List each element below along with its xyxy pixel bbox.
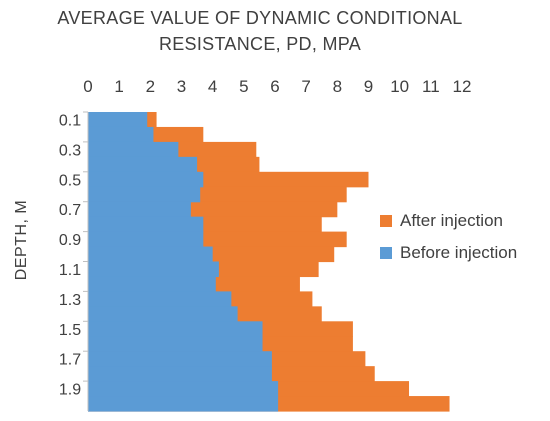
x-tick-label-1: 1 [114,77,123,96]
chart-title-line1: AVERAGE VALUE OF DYNAMIC CONDITIONAL [57,8,463,28]
x-tick-label-8: 8 [333,77,342,96]
bar-before-1 [88,246,213,263]
bar-before-1.2 [88,276,216,292]
bar-before-0.2 [88,126,154,143]
bar-before-1.3 [88,291,232,307]
x-tick-label-5: 5 [239,77,248,96]
bar-before-0.4 [88,156,198,173]
bar-before-0.3 [88,141,179,158]
y-tick-label-1.1: 1.1 [59,262,81,279]
bar-before-1.4 [88,306,238,322]
x-tick-label-2: 2 [146,77,155,96]
y-tick-label-0.9: 0.9 [59,232,81,249]
bar-before-0.6 [88,186,201,203]
x-tick-label-11: 11 [422,77,440,96]
y-tick-label-0.3: 0.3 [59,142,81,159]
x-tick-label-7: 7 [301,77,310,96]
bar-before-0.5 [88,171,204,188]
legend-swatch-after [380,215,392,227]
y-tick-label-1.9: 1.9 [59,382,81,399]
x-tick-label-4: 4 [208,77,217,96]
bar-before-2 [88,396,279,412]
y-tick-label-1.7: 1.7 [59,352,81,369]
bar-before-1.1 [88,261,219,278]
bar-before-0.8 [88,216,204,233]
x-tick-label-9: 9 [364,77,373,96]
legend: After injection Before injection [380,205,517,269]
x-tick-label-3: 3 [177,77,186,96]
x-tick-label-6: 6 [270,77,279,96]
bar-before-1.7 [88,351,272,367]
y-tick-label-0.5: 0.5 [59,172,81,189]
legend-item-before: Before injection [380,237,517,269]
y-tick-label-0.7: 0.7 [59,202,81,219]
bar-before-1.8 [88,366,272,382]
chart-title-line2: RESISTANCE, PD, MPA [158,34,362,54]
legend-item-after: After injection [380,205,517,237]
legend-label-before: Before injection [400,243,518,262]
bar-before-0.1 [88,112,148,128]
series-before-injection [88,112,279,412]
bar-before-1.5 [88,321,263,337]
bar-before-1.6 [88,336,263,352]
bar-before-1.9 [88,381,279,397]
x-tick-label-0: 0 [83,77,92,96]
y-tick-label-1.5: 1.5 [59,322,81,339]
legend-swatch-before [380,247,392,259]
axes: 0 1 2 3 4 5 6 7 8 9 10 11 120.10.30.50.70.91.11.31.5… [59,77,472,411]
x-tick-label-12: 12 [453,77,472,96]
bar-before-0.7 [88,201,191,218]
y-tick-label-1.3: 1.3 [59,292,81,309]
bar-before-0.9 [88,231,204,248]
y-tick-label-0.1: 0.1 [59,112,81,129]
legend-label-after: After injection [400,211,503,230]
x-tick-label-10: 10 [390,77,409,96]
